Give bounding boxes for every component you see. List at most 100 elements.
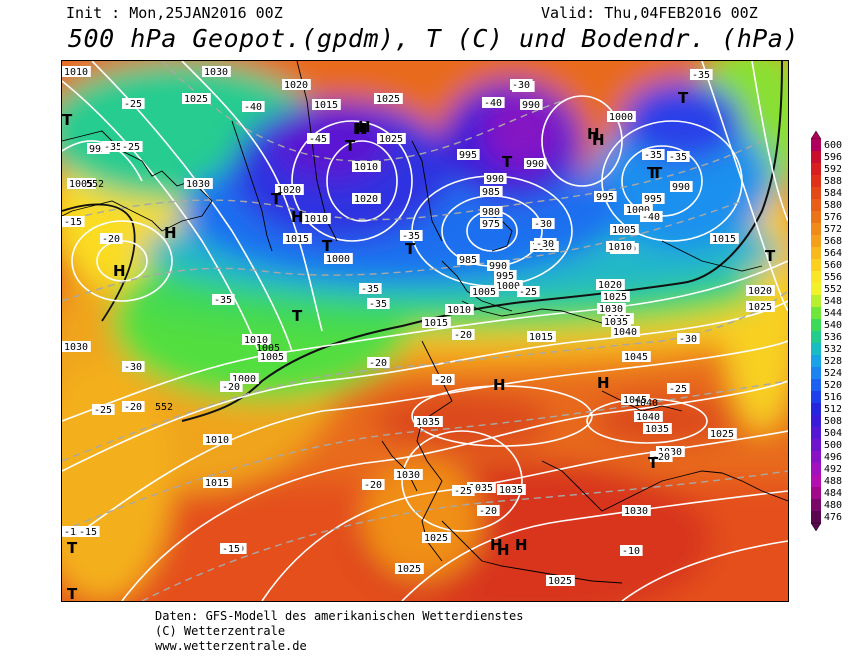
temperature-label-bg <box>62 216 85 227</box>
colorbar-arrow-bottom <box>810 522 822 532</box>
pressure-label-bg <box>527 331 556 342</box>
colorbar-tick-label: 556 <box>824 272 842 283</box>
pressure-label: 1025 <box>184 94 208 105</box>
colorbar-tick-label: 532 <box>824 344 842 355</box>
pressure-label: 1040 <box>613 327 637 338</box>
high-pressure-marker: H <box>355 120 368 138</box>
colorbar-legend: 600 596 592 588 584 580 576 572 568 564 560 556 552 5… <box>810 130 849 535</box>
pressure-label: 1020 <box>598 280 622 291</box>
temperature-label: -15 <box>64 527 82 538</box>
pressure-label: 1025 <box>548 576 572 587</box>
temperature-label: -20 <box>479 506 497 517</box>
temperature-label: -25 <box>94 405 112 416</box>
temperature-label: -15 <box>64 217 82 228</box>
pressure-label-bg <box>352 161 381 172</box>
pressure-label-bg <box>622 351 651 362</box>
temperature-label: -25 <box>669 384 687 395</box>
pressure-label: 1000 <box>609 112 633 123</box>
pressure-label: 1035 <box>499 485 523 496</box>
high-pressure-marker: H <box>358 118 371 136</box>
colorbar-tick-label: 592 <box>824 164 842 175</box>
pressure-label: 995 <box>596 192 614 203</box>
pressure-label-bg <box>62 66 91 77</box>
pressure-label: 1035 <box>469 483 493 494</box>
temperature-label-bg <box>677 333 700 344</box>
colorbar-swatch <box>811 151 821 163</box>
colorbar-tick-label: 480 <box>824 500 842 511</box>
pressure-label-bg <box>643 423 672 434</box>
pressure-label: 1025 <box>710 429 734 440</box>
colorbar-tick-label: 520 <box>824 380 842 391</box>
colorbar-tick-label: 504 <box>824 428 842 439</box>
temperature-labels: -25-35-40-45-40-40-35-40-35-35-30-25-15-… <box>62 69 713 557</box>
pressure-label: 1005 <box>260 352 284 363</box>
temperature-label-bg <box>690 69 713 80</box>
footer-data-source: Daten: GFS-Modell des amerikanischen Wet… <box>155 609 524 623</box>
pressure-label: 980 <box>482 207 500 218</box>
pressure-label-bg <box>457 149 480 160</box>
pressure-label: 1025 <box>603 292 627 303</box>
pressure-label-bg <box>283 233 312 244</box>
pressure-label: 1010 <box>64 67 88 78</box>
high-pressure-marker: H <box>587 125 600 143</box>
footer-copyright: (C) Wetterzentrale <box>155 624 286 638</box>
temperature-label-bg <box>120 141 143 152</box>
temperature-label: -35 <box>361 284 379 295</box>
pressure-label-bg <box>395 563 424 574</box>
pressure-label-bg <box>487 260 510 271</box>
colorbar-swatch <box>811 415 821 427</box>
colorbar-swatch <box>811 403 821 415</box>
pressure-label-bg <box>324 253 353 264</box>
high-pressure-marker: H <box>515 536 528 554</box>
colorbar-tick-label: 548 <box>824 296 842 307</box>
colorbar-swatch <box>811 139 821 151</box>
low-pressure-marker: T <box>322 237 333 255</box>
colorbar-tick-label: 536 <box>824 332 842 343</box>
colorbar-arrow-top <box>810 130 822 140</box>
pressure-label: 1015 <box>712 234 736 245</box>
temperature-label-bg <box>122 361 145 372</box>
pressure-label-bg <box>670 181 693 192</box>
temperature-label: -20 <box>454 330 472 341</box>
pressure-label: 1000 <box>232 374 256 385</box>
temperature-label-bg <box>620 545 643 556</box>
temperature-label: -20 <box>652 452 670 463</box>
colorbar-swatch <box>811 187 821 199</box>
pressure-label-bg <box>622 505 651 516</box>
temperature-label: -25 <box>122 142 140 153</box>
pressure-label-bg <box>610 224 639 235</box>
pressure-label-bg <box>258 351 287 362</box>
pressure-label-bg <box>602 316 631 327</box>
temperature-label-bg <box>452 485 475 496</box>
pressure-label: 1035 <box>604 317 628 328</box>
pressure-label-bg <box>596 279 625 290</box>
pressure-label: 995 <box>644 194 662 205</box>
colorbar-tick-label: 552 <box>824 284 842 295</box>
pressure-label-bg <box>230 373 259 384</box>
pressure-label: 1000 <box>496 281 520 292</box>
temperature-label-bg <box>359 283 382 294</box>
pressure-label: 1010 <box>244 335 268 346</box>
low-pressure-marker: T <box>271 190 282 208</box>
colorbar-tick-label: 500 <box>824 440 842 451</box>
temperature-label-bg <box>220 381 243 392</box>
colorbar-swatch <box>811 439 821 451</box>
pressure-label-bg <box>414 416 443 427</box>
weather-map: 1010 1030 1020 1015 1025 1025 1025 995 1005 1030 1… <box>61 60 789 602</box>
pressure-label: 1030 <box>396 470 420 481</box>
colorbar-tick-label: 528 <box>824 356 842 367</box>
pressure-label: 1025 <box>379 134 403 145</box>
pressure-label: 995 <box>496 271 514 282</box>
temperature-label: -40 <box>642 212 660 223</box>
pressure-label: 1025 <box>424 533 448 544</box>
temperature-label-bg <box>534 238 557 249</box>
colorbar: 6005965925885845805765725685645605565525… <box>810 130 842 532</box>
colorbar-swatch <box>811 259 821 271</box>
pressure-label: 1025 <box>748 302 772 313</box>
temperature-label: -10 <box>622 546 640 557</box>
pressure-label: 1015 <box>205 478 229 489</box>
pressure-label-bg <box>62 341 91 352</box>
pressure-label-bg <box>467 482 496 493</box>
colorbar-tick-label: 512 <box>824 404 842 415</box>
